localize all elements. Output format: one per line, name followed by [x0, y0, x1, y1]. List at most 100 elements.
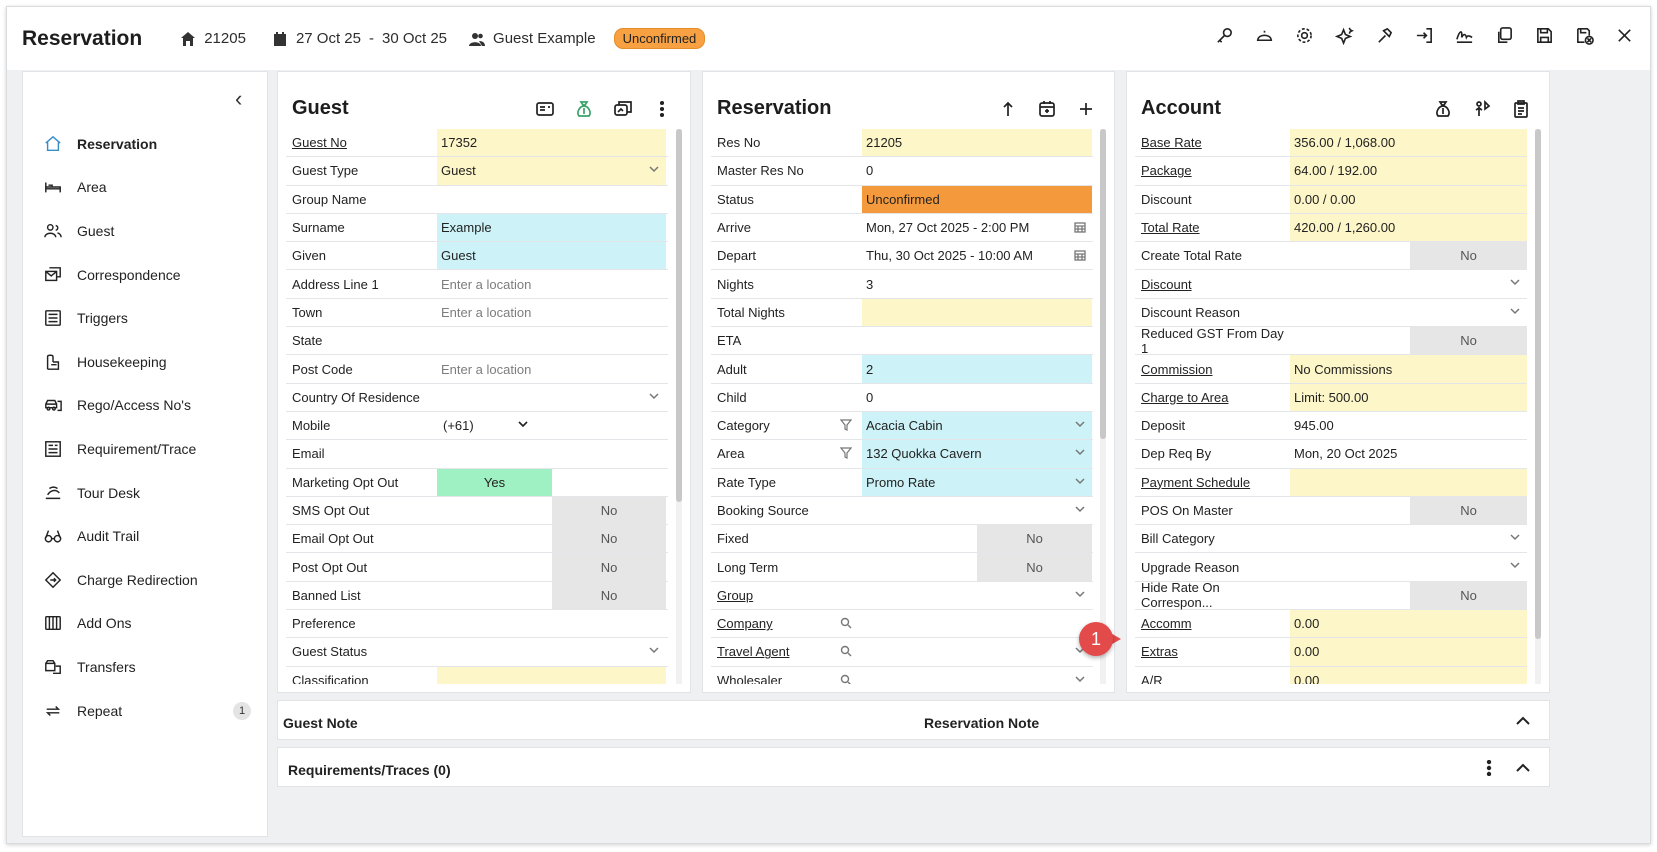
- field-label[interactable]: Discount: [1141, 276, 1192, 292]
- person-flag-icon[interactable]: [1472, 99, 1492, 119]
- sidebar-item-add-ons[interactable]: Add Ons: [23, 602, 267, 646]
- key-icon[interactable]: [1214, 25, 1234, 45]
- chevron-down-icon[interactable]: [1509, 305, 1521, 317]
- field-input[interactable]: Enter a location: [437, 270, 666, 297]
- field-input[interactable]: 420.00 / 1,260.00: [1290, 213, 1527, 242]
- filter-icon[interactable]: [839, 419, 853, 434]
- no-toggle[interactable]: No: [552, 581, 666, 610]
- field-input[interactable]: 356.00 / 1,068.00: [1290, 129, 1527, 157]
- no-toggle[interactable]: No: [552, 525, 666, 553]
- field-input[interactable]: [862, 667, 1092, 684]
- sidebar-item-triggers[interactable]: Triggers: [23, 296, 267, 340]
- field-input[interactable]: 0.00: [1290, 666, 1527, 684]
- field-label[interactable]: Base Rate: [1141, 135, 1202, 151]
- field-label[interactable]: Group: [717, 587, 754, 603]
- sidebar-item-rego-access-no-s[interactable]: Rego/Access No's: [23, 384, 267, 428]
- field-label[interactable]: Package: [1141, 163, 1192, 179]
- id-card-icon[interactable]: [535, 99, 555, 119]
- field-input[interactable]: Thu, 30 Oct 2025 - 10:00 AM: [862, 242, 1092, 269]
- field-label[interactable]: Guest No: [292, 135, 347, 151]
- field-input[interactable]: Mon, 27 Oct 2025 - 2:00 PM: [862, 214, 1092, 241]
- sidebar-item-tour-desk[interactable]: Tour Desk: [23, 471, 267, 515]
- field-input[interactable]: [862, 610, 1092, 637]
- collapse-sidebar-icon[interactable]: ‹: [235, 86, 243, 111]
- field-input[interactable]: 64.00 / 192.00: [1290, 157, 1527, 185]
- chevron-down-icon[interactable]: [648, 390, 660, 402]
- field-input[interactable]: [862, 638, 1092, 665]
- save-close-icon[interactable]: [1574, 25, 1594, 45]
- field-label[interactable]: Payment Schedule: [1141, 474, 1251, 490]
- field-input[interactable]: Limit: 500.00: [1290, 383, 1527, 411]
- field-input[interactable]: [862, 327, 1092, 354]
- field-input[interactable]: Guest: [437, 157, 666, 185]
- field-input[interactable]: 0: [862, 384, 1092, 411]
- money-bag-icon[interactable]: [574, 99, 594, 119]
- field-input[interactable]: [862, 298, 1092, 327]
- signature-icon[interactable]: [1454, 25, 1474, 45]
- requirements-title[interactable]: Requirements/Traces (0): [288, 762, 451, 778]
- sidebar-item-requirement-trace[interactable]: Requirement/Trace: [23, 427, 267, 471]
- field-input[interactable]: (+61): [437, 412, 666, 439]
- field-input[interactable]: No Commissions: [1290, 355, 1527, 383]
- guest-scrollbar[interactable]: [676, 129, 682, 684]
- no-toggle[interactable]: No: [552, 553, 666, 581]
- money-bag-outline-icon[interactable]: [1433, 99, 1453, 119]
- chevron-down-icon[interactable]: [1074, 418, 1086, 430]
- field-input[interactable]: 0: [862, 157, 1092, 184]
- account-scrollbar[interactable]: [1535, 129, 1541, 684]
- field-input[interactable]: [437, 638, 666, 665]
- sidebar-item-housekeeping[interactable]: Housekeeping: [23, 340, 267, 384]
- field-input[interactable]: 0.00: [1290, 610, 1527, 638]
- field-label[interactable]: Charge to Area: [1141, 389, 1229, 405]
- chevron-down-icon[interactable]: [1509, 276, 1521, 288]
- sidebar-item-correspondence[interactable]: Correspondence: [23, 253, 267, 297]
- field-input[interactable]: Example: [437, 213, 666, 242]
- guest-card-icon[interactable]: [613, 99, 633, 119]
- close-icon[interactable]: [1614, 25, 1634, 45]
- field-input[interactable]: 2: [862, 355, 1092, 383]
- chevron-down-icon[interactable]: [1074, 446, 1086, 458]
- field-input[interactable]: Enter a location: [437, 355, 666, 382]
- no-toggle[interactable]: No: [977, 553, 1092, 581]
- field-input[interactable]: [437, 186, 666, 213]
- field-input[interactable]: [437, 384, 666, 411]
- upgrade-arrow-icon[interactable]: [998, 99, 1018, 119]
- field-input[interactable]: [862, 582, 1092, 609]
- field-input[interactable]: [1290, 525, 1527, 552]
- bell-icon[interactable]: [1254, 25, 1274, 45]
- calendar-icon[interactable]: [1074, 249, 1086, 261]
- field-label[interactable]: Commission: [1141, 361, 1213, 377]
- chevron-down-icon[interactable]: [1074, 503, 1086, 515]
- more-vertical-icon[interactable]: [1481, 759, 1497, 777]
- field-input[interactable]: 945.00: [1290, 412, 1527, 439]
- requirements-bar[interactable]: Requirements/Traces (0): [277, 747, 1550, 787]
- sparkle-icon[interactable]: [1334, 25, 1354, 45]
- field-input[interactable]: Guest: [437, 242, 666, 270]
- yes-toggle[interactable]: Yes: [437, 468, 552, 496]
- field-label[interactable]: Company: [717, 616, 773, 632]
- country-code[interactable]: (+61): [443, 418, 474, 434]
- search-icon[interactable]: [840, 674, 852, 684]
- chevron-down-icon[interactable]: [1074, 673, 1086, 684]
- no-toggle[interactable]: No: [977, 525, 1092, 553]
- no-toggle[interactable]: No: [1410, 327, 1527, 355]
- field-input[interactable]: [1290, 299, 1527, 326]
- notes-bar[interactable]: Guest Note Reservation Note: [277, 700, 1550, 740]
- search-icon[interactable]: [840, 617, 852, 632]
- settings-icon[interactable]: [1294, 25, 1314, 45]
- sidebar-item-transfers[interactable]: Transfers: [23, 645, 267, 689]
- clipboard-icon[interactable]: [1511, 99, 1531, 119]
- field-input[interactable]: 0.00: [1290, 638, 1527, 666]
- field-input[interactable]: 21205: [862, 129, 1092, 157]
- field-label[interactable]: Extras: [1141, 644, 1178, 660]
- field-label[interactable]: Accomm: [1141, 616, 1192, 632]
- reservation-note-title[interactable]: Reservation Note: [924, 715, 1040, 731]
- calendar-add-icon[interactable]: [1037, 99, 1057, 119]
- chevron-up-icon[interactable]: [1515, 713, 1531, 729]
- no-toggle[interactable]: No: [552, 496, 666, 525]
- field-input[interactable]: [1290, 468, 1527, 496]
- field-label[interactable]: Travel Agent: [717, 644, 790, 660]
- field-input[interactable]: [1290, 553, 1527, 580]
- search-icon[interactable]: [840, 645, 852, 660]
- sign-in-icon[interactable]: [1414, 25, 1434, 45]
